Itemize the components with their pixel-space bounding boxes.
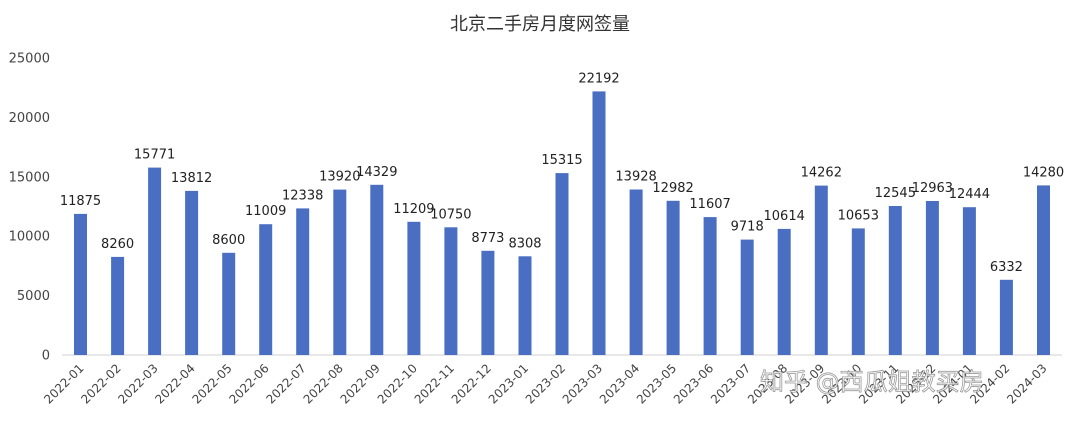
y-tick-label: 20000 — [9, 111, 50, 126]
data-label: 6332 — [990, 260, 1023, 275]
bar — [888, 206, 902, 355]
bar — [814, 185, 828, 355]
x-tick-label: 2023-03 — [560, 361, 605, 406]
y-tick-label: 25000 — [9, 52, 50, 67]
bar — [925, 201, 939, 355]
data-label: 13920 — [319, 170, 360, 185]
y-axis: 0 5000 10000 15000 20000 25000 — [9, 52, 50, 364]
x-tick-label: 2022-01 — [41, 361, 86, 406]
data-label: 15771 — [134, 148, 175, 163]
bar — [777, 228, 791, 355]
bar — [518, 256, 532, 355]
data-label: 8308 — [508, 236, 541, 251]
x-tick-label: 2022-02 — [78, 361, 123, 406]
data-label: 11009 — [245, 204, 286, 219]
data-label: 14262 — [801, 166, 842, 181]
bar — [851, 228, 865, 355]
x-tick-label: 2023-01 — [486, 361, 531, 406]
data-label: 11209 — [393, 202, 434, 217]
bar — [1037, 185, 1050, 355]
bar — [592, 91, 606, 356]
x-tick-label: 2022-07 — [263, 361, 308, 406]
x-tick-label: 2022-09 — [338, 361, 383, 406]
data-label: 14329 — [356, 165, 397, 180]
x-tick-label: 2022-10 — [375, 361, 420, 406]
bar — [111, 256, 125, 355]
y-tick-label: 5000 — [17, 289, 50, 304]
bar — [703, 217, 717, 355]
bar — [962, 207, 976, 355]
bar — [555, 173, 569, 355]
data-label: 13812 — [171, 171, 212, 186]
x-tick-label: 2023-02 — [523, 361, 568, 406]
x-tick-label: 2023-04 — [597, 361, 642, 406]
y-tick-label: 15000 — [9, 170, 50, 185]
data-label: 10614 — [764, 209, 805, 224]
x-tick-label: 2022-11 — [412, 361, 457, 406]
bar — [148, 167, 162, 355]
bar — [333, 189, 347, 355]
bar — [296, 208, 310, 355]
y-tick-label: 10000 — [9, 230, 50, 245]
bar — [259, 224, 273, 355]
bar — [74, 213, 87, 355]
x-tick-label: 2022-03 — [115, 361, 160, 406]
bar — [185, 190, 199, 355]
data-label: 22192 — [578, 71, 619, 86]
bar — [629, 189, 643, 355]
watermark: 知乎 @西瓜姐教买房 — [760, 368, 984, 396]
data-label: 11875 — [60, 194, 101, 209]
x-tick-label: 2022-04 — [152, 361, 197, 406]
data-label: 8260 — [101, 237, 134, 252]
data-labels: 1187582601577113812860011009123381392014… — [60, 71, 1064, 274]
data-label: 8773 — [471, 231, 504, 246]
y-tick-label: 0 — [42, 349, 50, 364]
x-tick-label: 2022-12 — [449, 361, 494, 406]
data-label: 11607 — [689, 197, 730, 212]
data-label: 12444 — [949, 187, 990, 202]
bar — [444, 227, 458, 355]
data-label: 12963 — [912, 181, 953, 196]
bar — [370, 184, 384, 355]
data-label: 13928 — [615, 170, 656, 185]
bar — [222, 252, 236, 355]
chart-title: 北京二手房月度网签量 — [450, 14, 630, 35]
bar — [407, 221, 421, 355]
x-tick-label: 2023-06 — [671, 361, 716, 406]
x-tick-label: 2023-05 — [634, 361, 679, 406]
data-label: 10750 — [430, 207, 471, 222]
data-label: 10653 — [838, 208, 879, 223]
data-label: 14280 — [1023, 165, 1064, 180]
x-tick-label: 2022-06 — [226, 361, 271, 406]
x-tick-label: 2022-08 — [301, 361, 346, 406]
data-label: 15315 — [541, 153, 582, 168]
x-tick-label: 2024-03 — [1004, 361, 1049, 406]
bar — [740, 239, 754, 355]
data-label: 9718 — [731, 220, 764, 235]
bar — [666, 200, 680, 355]
x-tick-label: 2023-07 — [708, 361, 753, 406]
data-label: 12545 — [875, 186, 916, 201]
bar — [481, 250, 495, 355]
data-label: 8600 — [212, 233, 245, 248]
data-label: 12982 — [652, 181, 693, 196]
bar — [999, 279, 1013, 355]
x-tick-label: 2022-05 — [189, 361, 234, 406]
bars — [74, 91, 1050, 356]
data-label: 12338 — [282, 188, 323, 203]
